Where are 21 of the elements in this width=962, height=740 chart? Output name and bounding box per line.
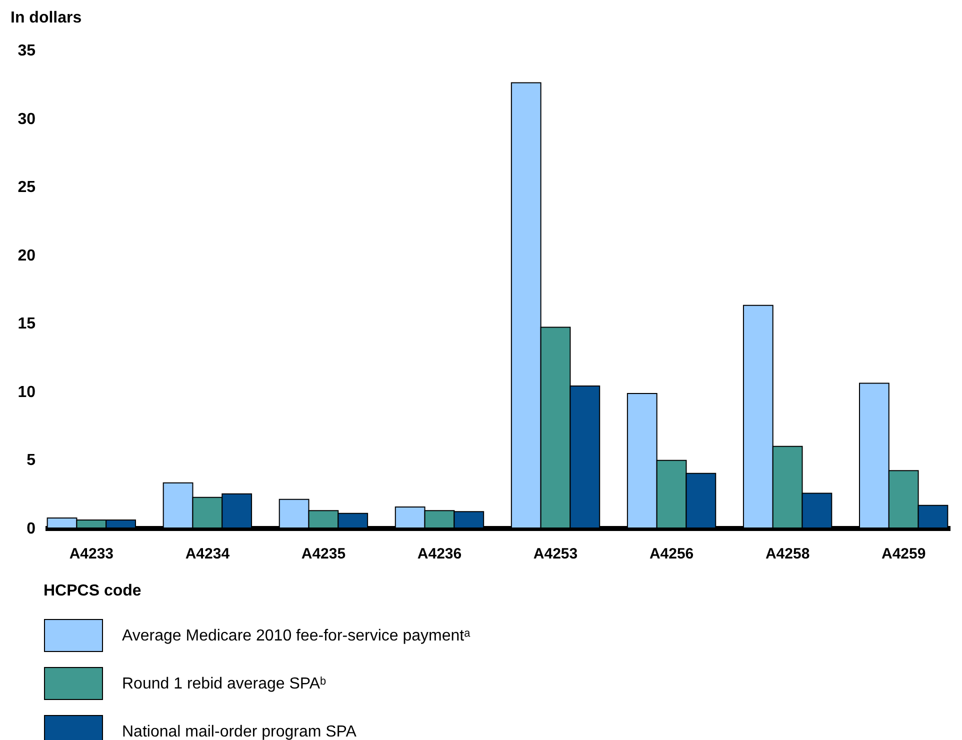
y-tick-label: 0 — [26, 520, 36, 538]
x-tick-label: A4236 — [417, 546, 462, 562]
x-tick-label: A4233 — [69, 546, 114, 562]
y-tick-label: 5 — [26, 452, 36, 470]
y-tick-label: 10 — [18, 384, 36, 401]
x-tick-label: A4259 — [881, 546, 926, 562]
x-tick-label: A4253 — [533, 546, 578, 562]
y-tick-label: 35 — [18, 42, 36, 60]
x-tick-label: A4258 — [765, 546, 810, 562]
x-tick-label: A4235 — [301, 546, 346, 562]
x-axis-title: HCPCS code — [44, 582, 142, 600]
y-tick-label: 15 — [18, 316, 36, 333]
legend-label: Average Medicare 2010 fee-for-service paymentᵃ — [122, 628, 472, 644]
x-tick-label: A4234 — [185, 546, 230, 562]
legend-label: National mail-order program SPA — [122, 724, 357, 740]
y-tick-label: 20 — [18, 247, 36, 264]
y-tick-label: 25 — [18, 179, 36, 196]
x-tick-label: A4256 — [649, 546, 694, 562]
legend-label: Round 1 rebid average SPAᵇ — [122, 676, 326, 692]
y-tick-label: 30 — [18, 110, 36, 128]
y-axis-title: In dollars — [10, 10, 82, 26]
